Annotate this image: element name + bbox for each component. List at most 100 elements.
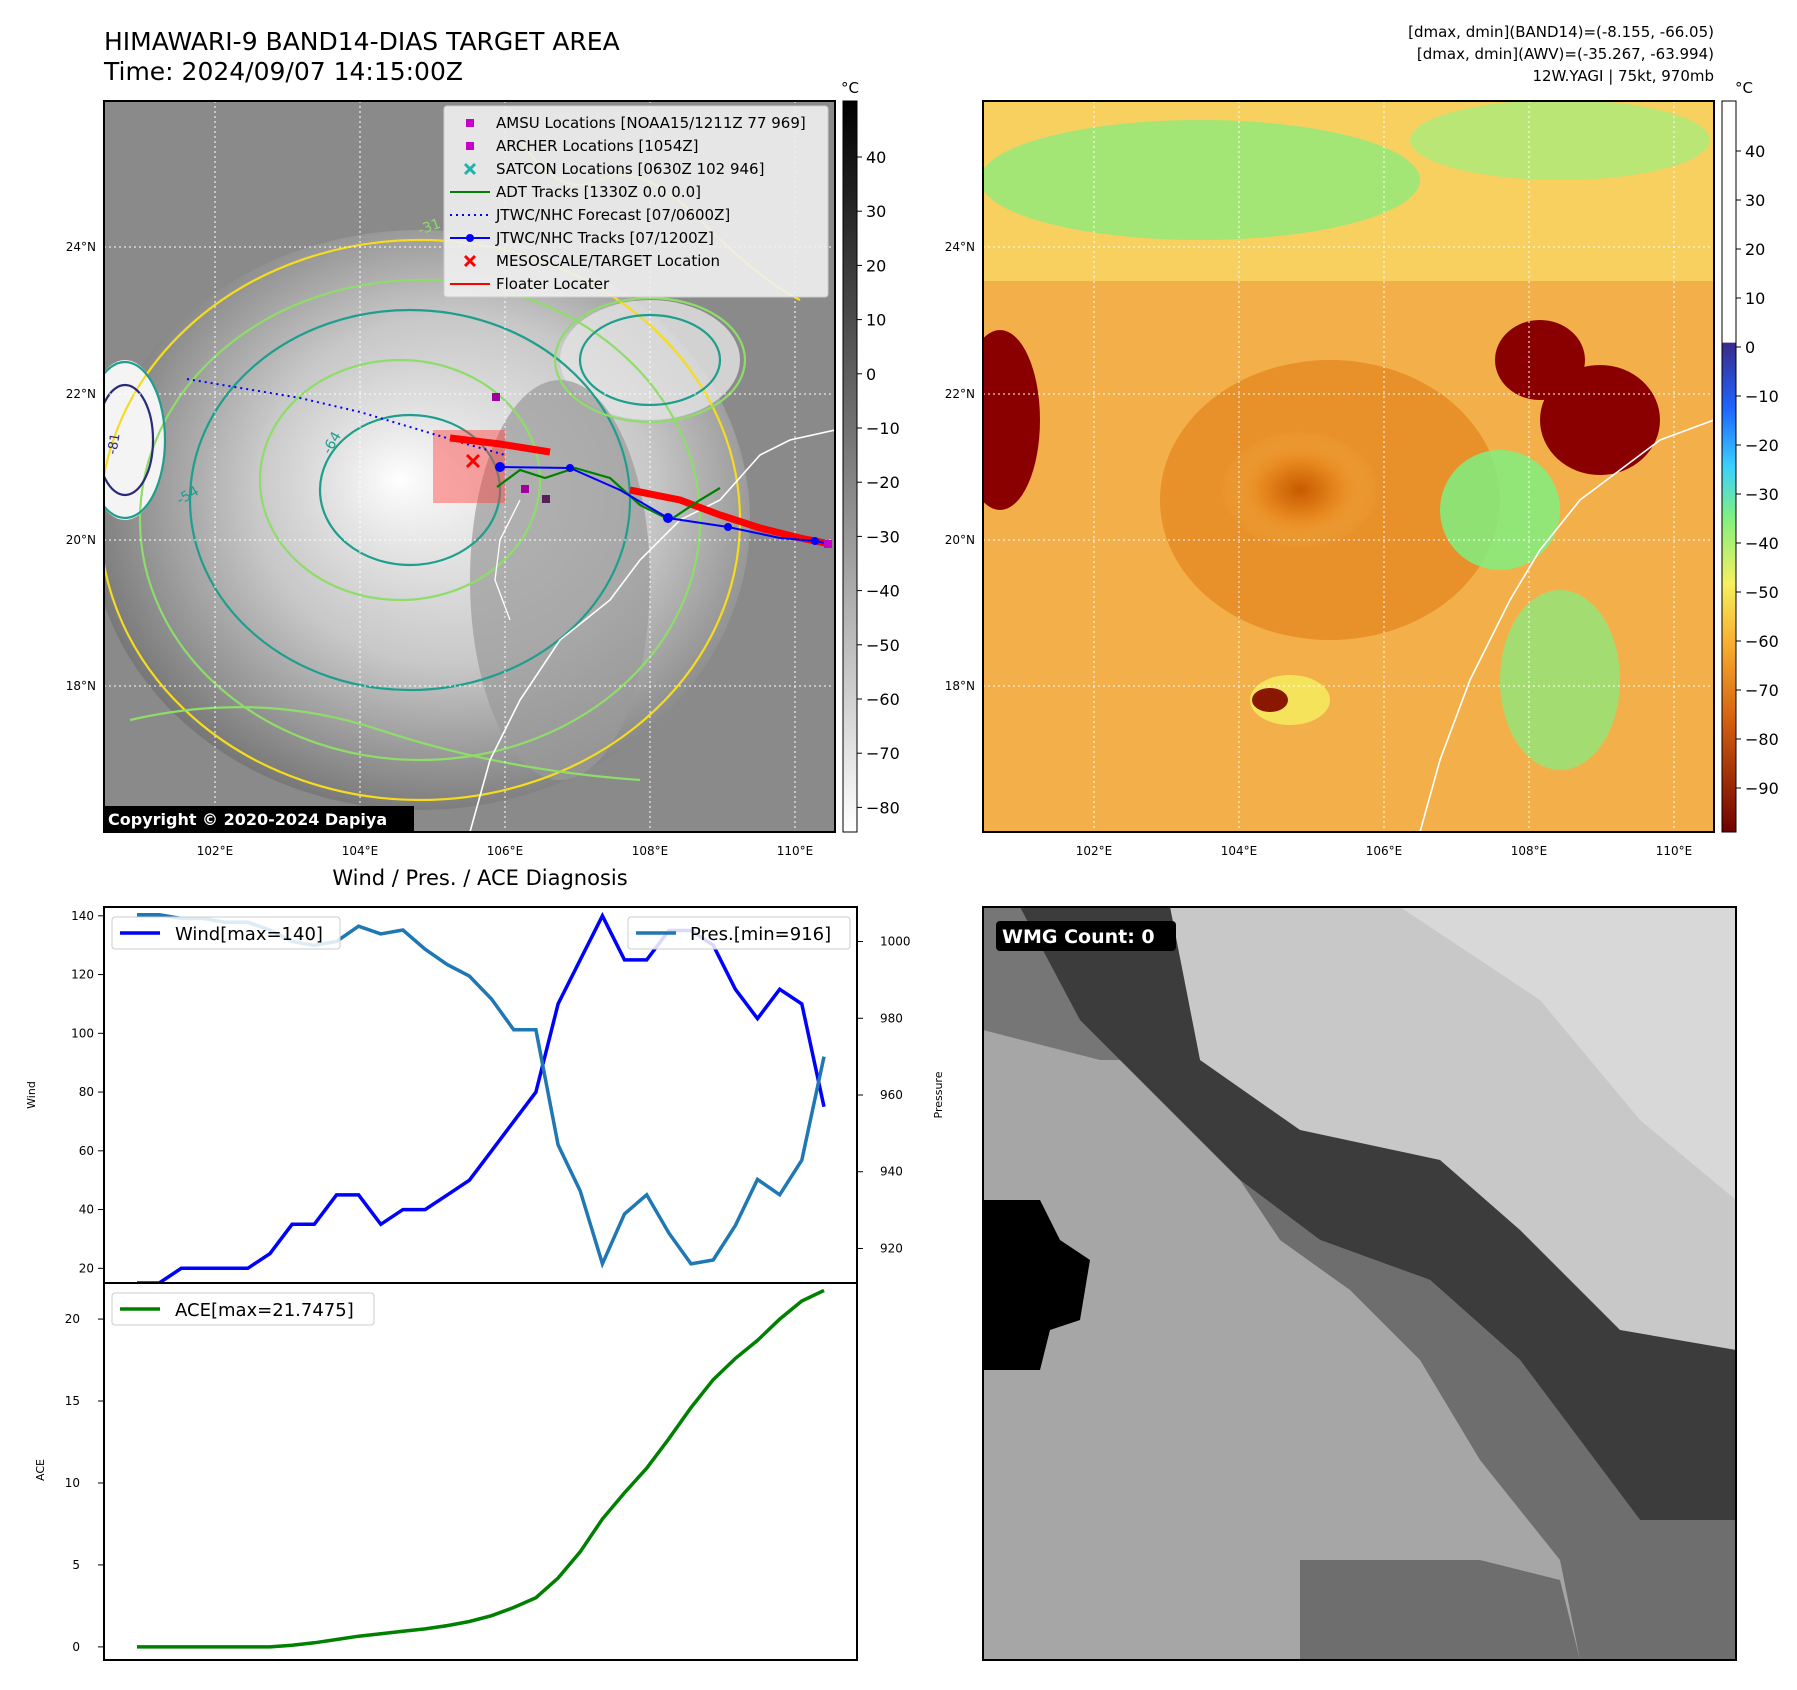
pressure-tick-label: 960 <box>880 1088 903 1102</box>
lon-tick-label: 104°E <box>1221 844 1258 858</box>
colorbar-tick-label: 40 <box>1745 142 1765 161</box>
colorbar-left: °C 40 30 20 10 0 −10 −20 −30 −40 −50 −60 −70 −80 <box>841 79 900 833</box>
contour-label: -81 <box>105 432 123 456</box>
info-storm: 12W.YAGI | 75kt, 970mb <box>1532 67 1714 85</box>
pressure-tick-label: 920 <box>880 1241 903 1255</box>
ir-map-panel: -54 -64 -31 -81 AMSU Locations [NOAA15/1… <box>66 100 836 858</box>
lon-tick-label: 104°E <box>342 844 379 858</box>
colorbar-unit: °C <box>1735 79 1753 97</box>
lon-tick-label: 110°E <box>1656 844 1693 858</box>
pressure-axis-label: Pressure <box>932 1071 945 1118</box>
ace-tick-label: 20 <box>65 1312 80 1326</box>
legend-label: JTWC/NHC Forecast [07/0600Z] <box>495 206 730 224</box>
colorbar-tick-label: −40 <box>1745 534 1779 553</box>
colorbar-tick-label: −50 <box>866 636 900 655</box>
legend-label: Floater Locater <box>496 275 610 293</box>
legend-marker-dot <box>466 234 474 242</box>
lat-tick-label: 18°N <box>945 679 975 693</box>
wind-tick-label: 60 <box>79 1144 94 1158</box>
contour-label: -31 <box>416 216 443 239</box>
figure-title: HIMAWARI-9 BAND14-DIAS TARGET AREA <box>104 27 620 56</box>
legend-label: ADT Tracks [1330Z 0.0 0.0] <box>496 183 701 201</box>
colorbar-tick-label: 20 <box>1745 240 1765 259</box>
colorbar-tick-label: 0 <box>866 365 876 384</box>
lon-tick-label: 102°E <box>1076 844 1113 858</box>
wind-legend-label: Wind[max=140] <box>175 924 323 945</box>
wind-tick-label: 100 <box>71 1026 94 1040</box>
colorbar-unit: °C <box>841 79 859 97</box>
colorbar-tick-label: −70 <box>1745 681 1779 700</box>
jtwc-track-point <box>811 537 819 545</box>
jtwc-track-point <box>566 464 574 472</box>
legend-marker-x <box>463 254 477 268</box>
lat-tick-label: 18°N <box>66 679 96 693</box>
legend-marker-square <box>466 142 474 150</box>
wmg-panel: WMG Count: 0 <box>982 906 1737 1661</box>
ace-axis-label: ACE <box>34 1459 47 1481</box>
ace-legend: ACE[max=21.7475] <box>111 1292 375 1326</box>
colorbar-tick-label: −30 <box>1745 485 1779 504</box>
diagnosis-title: Wind / Pres. / ACE Diagnosis <box>332 866 627 890</box>
lon-tick-label: 106°E <box>487 844 524 858</box>
ace-chart: 0 5 10 15 20 ACE ACE[max=21.7475] <box>34 1282 858 1661</box>
lat-tick-label: 24°N <box>66 240 96 254</box>
pressure-legend-label: Pres.[min=916] <box>690 924 831 945</box>
wind-tick-label: 80 <box>79 1085 94 1099</box>
archer-location <box>521 485 529 493</box>
target-location-x <box>465 453 481 469</box>
jtwc-track-point <box>495 462 505 472</box>
legend-marker-square <box>466 119 474 127</box>
colorbar-tick-label: −20 <box>1745 436 1779 455</box>
ace-tick-label: 10 <box>65 1476 80 1490</box>
pressure-tick-label: 940 <box>880 1165 903 1179</box>
lon-tick-label: 108°E <box>632 844 669 858</box>
pressure-legend: Pres.[min=916] <box>627 916 851 950</box>
lon-tick-label: 102°E <box>197 844 234 858</box>
colorbar-tick-label: 0 <box>1745 338 1755 357</box>
lat-tick-label: 24°N <box>945 240 975 254</box>
colorbar-tick-label: 10 <box>1745 289 1765 308</box>
amsu-location <box>492 393 500 401</box>
lat-tick-label: 20°N <box>66 533 96 547</box>
colorbar-tick-label: −60 <box>866 690 900 709</box>
colorbar-tick-label: 30 <box>866 202 886 221</box>
wind-pressure-chart: 20 40 60 80 100 120 140 920 940 960 980 1000 Wind P… <box>25 906 945 1285</box>
colorbar-tick-label: −10 <box>866 419 900 438</box>
lat-tick-label: 22°N <box>66 387 96 401</box>
colorbar-tick-label: −40 <box>866 582 900 601</box>
lon-tick-label: 106°E <box>1366 844 1403 858</box>
pressure-tick-label: 980 <box>880 1011 903 1025</box>
colorbar-tick-label: 10 <box>866 311 886 330</box>
colorbar-tick-label: 20 <box>866 256 886 275</box>
lon-tick-label: 108°E <box>1511 844 1548 858</box>
colorbar-tick-label: 30 <box>1745 191 1765 210</box>
wind-axis-label: Wind <box>25 1081 38 1109</box>
colorbar-tick-label: −80 <box>866 798 900 817</box>
jtwc-best-track <box>499 466 831 545</box>
colorbar-tick-label: −70 <box>866 744 900 763</box>
adt-track <box>496 466 721 522</box>
map-legend: AMSU Locations [NOAA15/1211Z 77 969] ARCH… <box>443 105 829 298</box>
floater-locater-track <box>449 434 826 547</box>
archer-location <box>542 495 550 503</box>
ace-tick-label: 15 <box>65 1394 80 1408</box>
lat-tick-label: 20°N <box>945 533 975 547</box>
ace-legend-label: ACE[max=21.7475] <box>175 1300 354 1321</box>
wind-tick-label: 40 <box>79 1203 94 1217</box>
wmg-count-label: WMG Count: 0 <box>1002 926 1155 948</box>
figure-time: Time: 2024/09/07 14:15:00Z <box>103 57 463 86</box>
info-band14: [dmax, dmin](BAND14)=(-8.155, -66.05) <box>1408 23 1714 41</box>
colorbar-tick-label: −90 <box>1745 779 1779 798</box>
ace-series-line <box>137 1288 825 1649</box>
lat-tick-label: 22°N <box>945 387 975 401</box>
colorbar-tick-label: −80 <box>1745 730 1779 749</box>
ace-tick-label: 0 <box>72 1640 80 1654</box>
colorbar-tick-label: −10 <box>1745 387 1779 406</box>
legend-marker-x <box>463 162 477 176</box>
colorbar-tick-label: −50 <box>1745 583 1779 602</box>
pressure-tick-label: 1000 <box>880 935 911 949</box>
colorbar-tick-label: 40 <box>866 148 886 167</box>
legend-label: JTWC/NHC Tracks [07/1200Z] <box>495 229 714 247</box>
colorbar-tick-label: −30 <box>866 527 900 546</box>
